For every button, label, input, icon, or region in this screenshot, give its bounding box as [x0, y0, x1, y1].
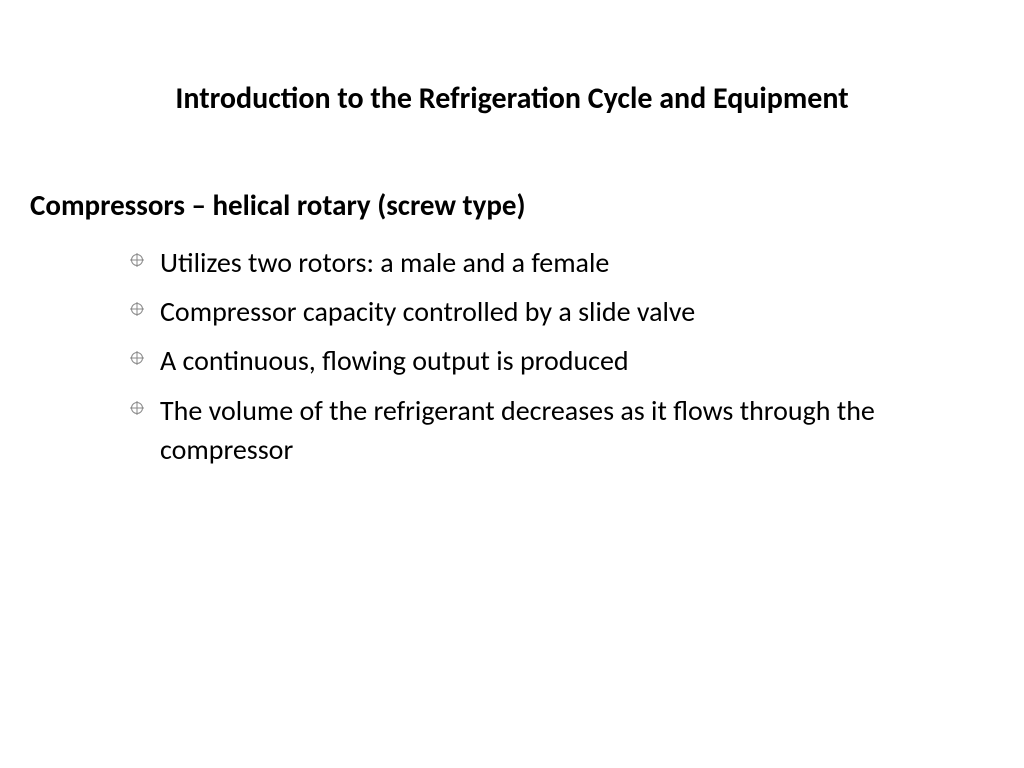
bullet-item: A continuous, flowing output is produced — [130, 341, 994, 380]
bullet-list: Utilizes two rotors: a male and a female… — [30, 243, 994, 469]
crosshair-icon — [130, 401, 144, 415]
bullet-item: The volume of the refrigerant decreases … — [130, 391, 994, 469]
slide-container: Introduction to the Refrigeration Cycle … — [0, 0, 1024, 768]
bullet-item: Utilizes two rotors: a male and a female — [130, 243, 994, 282]
bullet-text: The volume of the refrigerant decreases … — [160, 393, 875, 467]
bullet-text: A continuous, flowing output is produced — [160, 343, 629, 378]
slide-subtitle: Compressors – helical rotary (screw type… — [30, 187, 994, 223]
slide-title: Introduction to the Refrigeration Cycle … — [30, 80, 994, 117]
bullet-item: Compressor capacity controlled by a slid… — [130, 292, 994, 331]
crosshair-icon — [130, 253, 144, 267]
crosshair-icon — [130, 351, 144, 365]
bullet-text: Compressor capacity controlled by a slid… — [160, 294, 695, 329]
crosshair-icon — [130, 302, 144, 316]
bullet-text: Utilizes two rotors: a male and a female — [160, 245, 609, 280]
